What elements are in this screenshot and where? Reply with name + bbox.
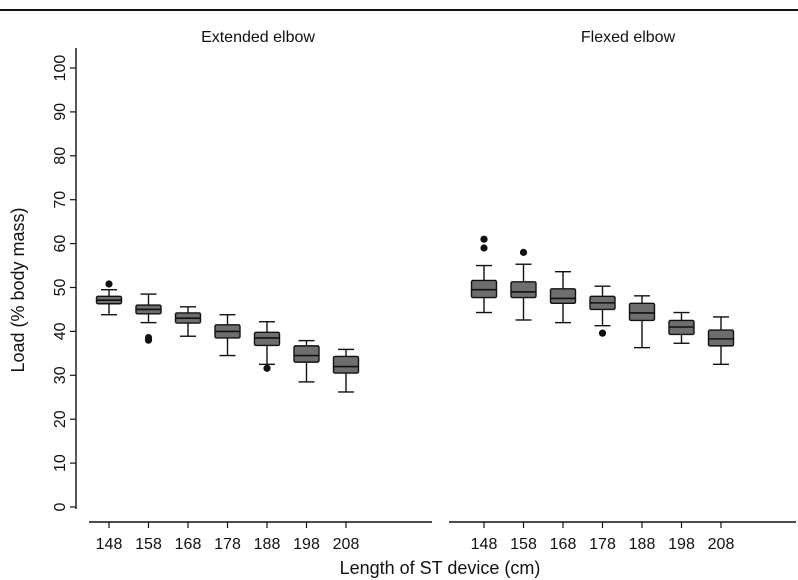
box-188 [628, 295, 656, 349]
iqr-box [549, 288, 577, 305]
y-tick-label: 40 [52, 322, 69, 340]
box-178 [589, 285, 616, 337]
x-tick-label: 168 [175, 536, 202, 553]
box-198 [668, 311, 695, 344]
y-axis-label: Load (% body mass) [8, 207, 28, 372]
iqr-box [707, 329, 735, 347]
box-168 [549, 270, 577, 324]
outlier-point [480, 244, 488, 252]
x-tick-label: 208 [708, 536, 735, 553]
outlier-point [480, 235, 488, 243]
y-tick-label: 100 [52, 55, 69, 82]
box-148 [470, 235, 498, 314]
x-tick-label: 158 [510, 536, 537, 553]
box-188 [253, 321, 281, 372]
iqr-box [628, 302, 656, 322]
x-tick-label: 208 [333, 536, 360, 553]
y-tick-label: 0 [52, 502, 69, 511]
x-tick-label: 168 [550, 536, 577, 553]
iqr-box [332, 355, 360, 374]
box-158 [510, 248, 537, 321]
box-148 [95, 280, 123, 316]
x-tick-label: 198 [668, 536, 695, 553]
panel-flexed-elbow: 148 158 168 178 188 198 208 [449, 235, 796, 553]
x-tick-label: 178 [214, 536, 241, 553]
y-tick-label: 30 [52, 366, 69, 384]
y-axis: 0 10 20 30 40 50 60 70 80 90 100 [52, 48, 77, 511]
box-178 [214, 314, 241, 357]
panel-title-left: Extended elbow [201, 29, 315, 46]
x-tick-label: 148 [471, 536, 498, 553]
y-tick-label: 50 [52, 279, 69, 297]
outlier-point [598, 329, 607, 337]
y-tick-label: 60 [52, 235, 69, 253]
x-tick-label: 188 [629, 536, 656, 553]
x-tick-label: 178 [589, 536, 616, 553]
box-208 [332, 348, 360, 393]
x-tick-label: 198 [293, 536, 320, 553]
iqr-box [253, 331, 281, 347]
box-158 [135, 293, 162, 344]
panel-title-right: Flexed elbow [581, 29, 676, 46]
outlier-point [263, 364, 271, 372]
x-tick-label: 188 [254, 536, 281, 553]
box-168 [174, 306, 202, 337]
iqr-box [293, 345, 320, 363]
x-tick-label: 158 [135, 536, 162, 553]
outlier-point [519, 248, 528, 256]
y-tick-label: 90 [52, 103, 69, 121]
y-tick-label: 70 [52, 191, 69, 209]
y-tick-label: 10 [52, 454, 69, 472]
iqr-box [510, 281, 537, 299]
outlier-point [144, 336, 153, 344]
x-axis-label: Length of ST device (cm) [340, 558, 541, 578]
x-tick-label: 148 [96, 536, 123, 553]
outlier-point [105, 280, 113, 288]
panel-extended-elbow: 148 158 168 178 188 198 208 [89, 280, 432, 553]
box-198 [293, 339, 320, 383]
box-208 [707, 316, 735, 366]
y-tick-label: 80 [52, 147, 69, 165]
y-tick-label: 20 [52, 410, 69, 428]
